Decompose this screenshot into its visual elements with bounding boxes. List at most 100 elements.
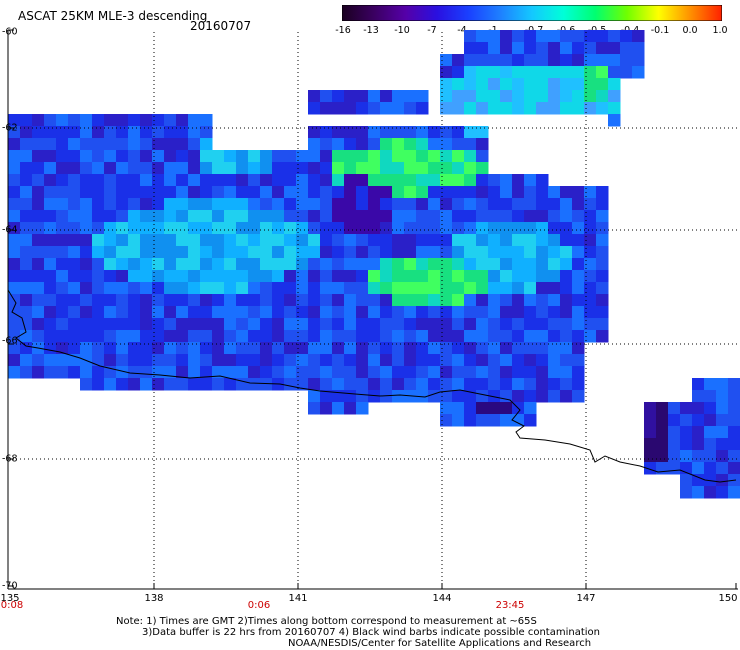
data-pixel bbox=[296, 186, 309, 199]
data-pixel bbox=[356, 174, 369, 187]
data-pixel bbox=[680, 402, 693, 415]
data-pixel bbox=[464, 66, 477, 79]
data-pixel bbox=[572, 246, 585, 259]
data-pixel bbox=[272, 258, 285, 271]
data-pixel bbox=[584, 198, 597, 211]
colorbar-tick-label: -7 bbox=[427, 25, 437, 36]
data-pixel bbox=[548, 78, 561, 91]
data-pixel bbox=[464, 174, 477, 187]
data-pixel bbox=[500, 78, 513, 91]
note-line-3: NOAA/NESDIS/Center for Satellite Applica… bbox=[288, 638, 592, 649]
data-pixel bbox=[272, 246, 285, 259]
data-pixel bbox=[380, 390, 393, 403]
data-pixel bbox=[692, 390, 705, 403]
data-pixel bbox=[392, 234, 405, 247]
data-pixel bbox=[380, 306, 393, 319]
data-pixel bbox=[104, 150, 117, 163]
data-pixel bbox=[188, 222, 201, 235]
data-pixel bbox=[536, 210, 549, 223]
data-pixel bbox=[392, 282, 405, 295]
data-pixel bbox=[440, 222, 453, 235]
data-pixel bbox=[80, 126, 93, 139]
data-pixel bbox=[212, 330, 225, 343]
data-pixel bbox=[416, 378, 429, 391]
data-pixel bbox=[332, 270, 345, 283]
data-pixel bbox=[140, 318, 153, 331]
data-pixel bbox=[8, 270, 21, 283]
data-pixel bbox=[476, 138, 489, 151]
data-pixel bbox=[368, 234, 381, 247]
data-pixel bbox=[200, 378, 213, 391]
data-pixel bbox=[308, 138, 321, 151]
data-pixel bbox=[536, 90, 549, 103]
data-pixel bbox=[224, 150, 237, 163]
data-pixel bbox=[368, 150, 381, 163]
data-pixel bbox=[512, 390, 525, 403]
data-pixel bbox=[308, 222, 321, 235]
data-pixel bbox=[512, 354, 525, 367]
data-pixel bbox=[128, 354, 141, 367]
data-pixel bbox=[308, 330, 321, 343]
data-pixel bbox=[140, 114, 153, 127]
data-pixel bbox=[332, 402, 345, 415]
data-pixel bbox=[572, 318, 585, 331]
data-pixel bbox=[248, 342, 261, 355]
data-pixel bbox=[596, 78, 609, 91]
data-pixel bbox=[608, 66, 621, 79]
data-pixel bbox=[536, 390, 549, 403]
data-pixel bbox=[212, 318, 225, 331]
data-pixel bbox=[116, 222, 129, 235]
data-pixel bbox=[476, 402, 489, 415]
data-pixel bbox=[68, 258, 81, 271]
data-pixel bbox=[392, 258, 405, 271]
data-pixel bbox=[368, 390, 381, 403]
data-pixel bbox=[464, 378, 477, 391]
data-pixel bbox=[464, 294, 477, 307]
data-pixel bbox=[308, 174, 321, 187]
data-pixel bbox=[500, 366, 513, 379]
data-pixel bbox=[344, 246, 357, 259]
data-pixel bbox=[272, 330, 285, 343]
data-pixel bbox=[380, 150, 393, 163]
data-pixel bbox=[56, 174, 69, 187]
data-pixel bbox=[644, 438, 657, 451]
data-pixel bbox=[596, 66, 609, 79]
data-pixel bbox=[488, 90, 501, 103]
data-pixel bbox=[548, 258, 561, 271]
data-pixel bbox=[92, 246, 105, 259]
data-pixel bbox=[548, 318, 561, 331]
data-pixel bbox=[392, 174, 405, 187]
data-pixel bbox=[488, 318, 501, 331]
data-pixel bbox=[8, 174, 21, 187]
data-pixel bbox=[116, 174, 129, 187]
data-pixel bbox=[728, 462, 740, 475]
data-pixel bbox=[212, 342, 225, 355]
data-pixel bbox=[416, 162, 429, 175]
data-pixel bbox=[440, 294, 453, 307]
data-pixel bbox=[200, 150, 213, 163]
data-pixel bbox=[236, 282, 249, 295]
colorbar-tick-label: -16 bbox=[335, 25, 351, 36]
data-pixel bbox=[524, 42, 537, 55]
data-pixel bbox=[332, 330, 345, 343]
data-pixel bbox=[728, 438, 740, 451]
data-pixel bbox=[584, 246, 597, 259]
data-pixel bbox=[500, 294, 513, 307]
data-pixel bbox=[524, 282, 537, 295]
data-pixel bbox=[524, 210, 537, 223]
data-pixel bbox=[176, 342, 189, 355]
data-pixel bbox=[140, 174, 153, 187]
data-pixel bbox=[296, 198, 309, 211]
data-pixel bbox=[296, 294, 309, 307]
data-pixel bbox=[524, 390, 537, 403]
data-pixel bbox=[476, 102, 489, 115]
data-pixel bbox=[500, 54, 513, 67]
data-pixel bbox=[164, 174, 177, 187]
data-pixel bbox=[320, 318, 333, 331]
data-pixel bbox=[140, 354, 153, 367]
data-pixel bbox=[344, 402, 357, 415]
data-pixel bbox=[104, 174, 117, 187]
data-pixel bbox=[356, 390, 369, 403]
data-pixel bbox=[548, 102, 561, 115]
data-pixel bbox=[380, 366, 393, 379]
